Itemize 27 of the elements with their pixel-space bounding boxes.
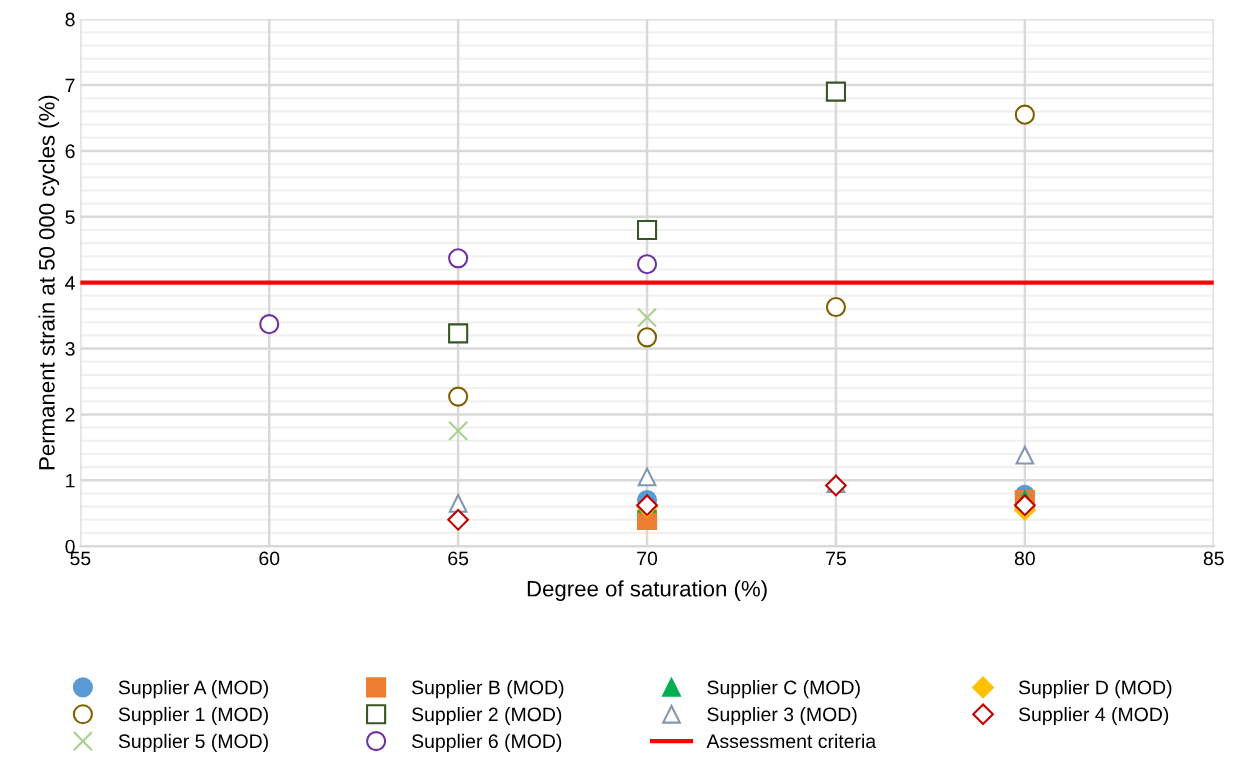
legend-label: Supplier A (MOD) <box>118 680 268 699</box>
y-tick-label: 8 <box>65 12 75 27</box>
y-tick-label: 5 <box>65 210 75 225</box>
x-tick-label: 80 <box>1014 551 1035 566</box>
y-tick-label: 3 <box>65 342 75 356</box>
legend-label: Supplier 5 (MOD) <box>118 733 268 752</box>
y-tick-label: 1 <box>66 473 75 488</box>
legend-label: Supplier B (MOD) <box>412 680 564 699</box>
y-tick-label: 4 <box>65 276 75 290</box>
x-tick-label: 85 <box>1203 551 1224 566</box>
x-axis-title: Degree of saturation (%) <box>527 580 767 601</box>
y-tick-label: 2 <box>65 407 75 422</box>
legend-label: Supplier 4 (MOD) <box>1018 706 1169 726</box>
y-tick-label: 6 <box>65 144 75 159</box>
legend-label: Supplier 1 (MOD) <box>118 706 268 726</box>
y-axis-title: Permanent strain at 50 000 cycles (%) <box>38 95 60 470</box>
x-tick-label: 75 <box>826 551 846 566</box>
legend-label: Supplier 3 (MOD) <box>707 706 857 726</box>
x-tick-label: 65 <box>448 551 469 566</box>
legend-label: Supplier 2 (MOD) <box>412 706 562 726</box>
legend-label: Supplier D (MOD) <box>1018 680 1172 699</box>
x-tick-label: 70 <box>637 551 658 566</box>
legend-label: Supplier C (MOD) <box>707 680 860 699</box>
legend-label: Assessment criteria <box>706 733 877 749</box>
y-tick-label: 7 <box>65 78 75 93</box>
x-tick-label: 60 <box>259 551 280 566</box>
legend-label: Supplier 6 (MOD) <box>412 733 562 752</box>
